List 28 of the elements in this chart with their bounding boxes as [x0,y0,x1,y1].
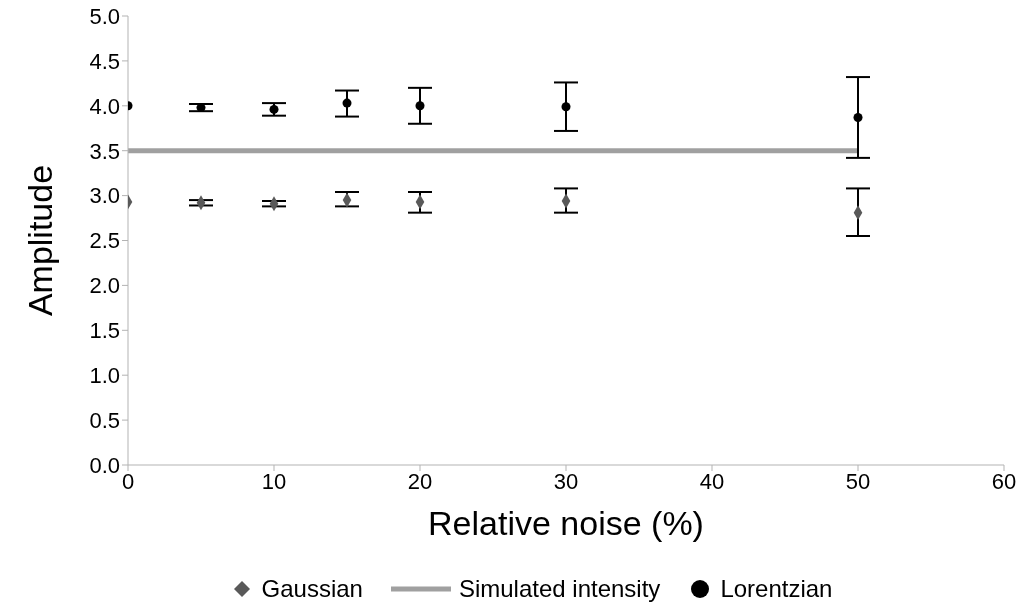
point [342,98,352,108]
x-tick-label: 20 [407,468,433,494]
x-tick-label: 0 [121,468,135,494]
point [561,102,571,112]
x-tick-label: 60 [991,468,1017,494]
point [269,104,279,114]
y-tick-label: 3.5 [89,138,120,164]
y-tick-label: 3.0 [89,183,120,209]
y-tick-label: 5.0 [89,3,120,29]
legend-label: Gaussian [261,575,363,603]
y-axis-title: Amplitude [21,164,60,317]
y-tick-label: 1.5 [89,318,120,344]
y-tick-label: 1.0 [89,363,120,389]
point [853,112,863,122]
legend-label: Simulated intensity [458,575,661,603]
y-tick-label: 4.5 [89,48,120,74]
legend-label: Lorentzian [720,575,833,603]
y-tick-label: 4.0 [89,93,120,119]
y-tick-label: 0.0 [89,452,120,478]
point [415,101,425,111]
x-axis-title: Relative noise (%) [428,504,704,542]
x-tick-label: 10 [261,468,287,494]
y-tick-label: 0.5 [89,407,120,433]
y-tick-label: 2.0 [89,273,120,299]
x-tick-label: 30 [553,468,579,494]
y-tick-label: 2.5 [89,228,120,254]
x-tick-label: 50 [845,468,871,494]
x-tick-label: 40 [699,468,725,494]
